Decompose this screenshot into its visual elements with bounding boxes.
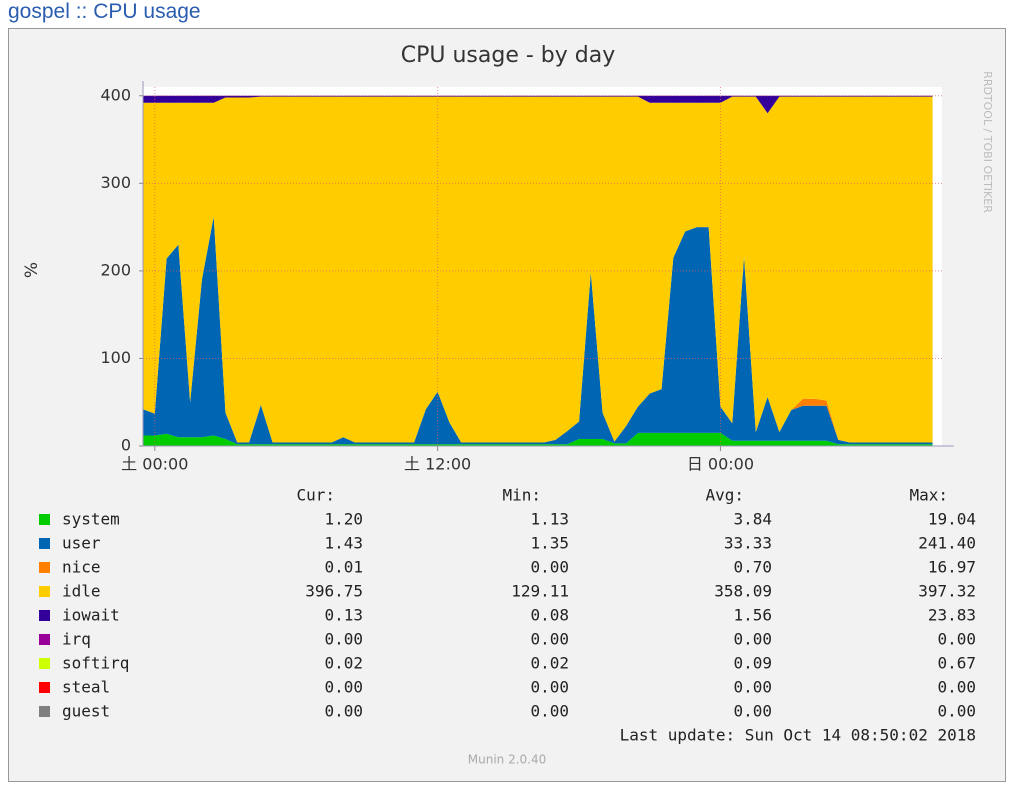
legend-swatch xyxy=(39,514,50,525)
stat-value: 0.00 xyxy=(530,630,569,649)
footer: Munin 2.0.40 xyxy=(468,753,547,767)
legend-swatch xyxy=(39,658,50,669)
stat-value: 0.00 xyxy=(324,678,363,697)
stat-value: 0.02 xyxy=(530,654,569,673)
stat-value: 0.00 xyxy=(733,678,772,697)
legend-label: softirq xyxy=(62,654,129,673)
legend-swatch xyxy=(39,706,50,717)
legend-label: guest xyxy=(62,702,110,721)
stat-value: 1.56 xyxy=(733,606,772,625)
stat-value: 358.09 xyxy=(714,582,772,601)
legend-swatch xyxy=(39,562,50,573)
stat-value: 0.00 xyxy=(530,678,569,697)
stat-value: 0.00 xyxy=(324,702,363,721)
stat-value: 0.08 xyxy=(530,606,569,625)
stat-value: 0.00 xyxy=(733,702,772,721)
stat-value: 0.70 xyxy=(733,558,772,577)
stat-value: 33.33 xyxy=(724,534,772,553)
legend-swatch xyxy=(39,634,50,645)
legend-label: irq xyxy=(62,630,91,649)
stats-header: Cur: xyxy=(296,486,335,505)
stat-value: 3.84 xyxy=(733,510,772,529)
stat-value: 241.40 xyxy=(918,534,976,553)
y-tick-label: 0 xyxy=(121,436,131,455)
stats-header: Max: xyxy=(909,486,948,505)
stat-value: 16.97 xyxy=(928,558,976,577)
legend-swatch xyxy=(39,682,50,693)
legend-label: system xyxy=(62,510,120,529)
stat-value: 397.32 xyxy=(918,582,976,601)
chart-title: CPU usage - by day xyxy=(401,43,615,68)
stat-value: 396.75 xyxy=(305,582,363,601)
stat-value: 0.13 xyxy=(324,606,363,625)
legend-swatch xyxy=(39,538,50,549)
legend-swatch xyxy=(39,586,50,597)
y-tick-label: 300 xyxy=(100,173,131,192)
stats-header: Avg: xyxy=(705,486,744,505)
area xyxy=(143,216,933,445)
area xyxy=(143,96,933,443)
stat-value: 0.01 xyxy=(324,558,363,577)
area xyxy=(143,432,933,446)
stat-value: 129.11 xyxy=(511,582,569,601)
stat-value: 23.83 xyxy=(928,606,976,625)
legend-label: iowait xyxy=(62,606,120,625)
page-title[interactable]: gospel :: CPU usage xyxy=(8,0,201,23)
stat-value: 1.13 xyxy=(530,510,569,529)
y-axis-label: % xyxy=(22,262,42,278)
stat-value: 0.00 xyxy=(937,678,976,697)
x-tick-label: 日 00:00 xyxy=(687,455,754,474)
x-tick-label: 土 12:00 xyxy=(404,455,471,474)
stat-value: 0.67 xyxy=(937,654,976,673)
legend-label: nice xyxy=(62,558,101,577)
stat-value: 1.35 xyxy=(530,534,569,553)
stat-value: 0.02 xyxy=(324,654,363,673)
last-update: Last update: Sun Oct 14 08:50:02 2018 xyxy=(620,726,976,745)
legend-swatch xyxy=(39,610,50,621)
area xyxy=(143,95,933,114)
y-tick-label: 100 xyxy=(100,348,131,367)
stat-value: 0.00 xyxy=(937,630,976,649)
legend-label: idle xyxy=(62,582,101,601)
stat-value: 0.00 xyxy=(733,630,772,649)
y-tick-label: 200 xyxy=(100,260,131,279)
stat-value: 0.09 xyxy=(733,654,772,673)
stat-value: 0.00 xyxy=(937,702,976,721)
stat-value: 0.00 xyxy=(530,558,569,577)
stat-value: 1.20 xyxy=(324,510,363,529)
stat-value: 0.00 xyxy=(324,630,363,649)
y-tick-label: 400 xyxy=(100,85,131,104)
stat-value: 19.04 xyxy=(928,510,976,529)
watermark: RRDTOOL / TOBI OETIKER xyxy=(981,71,994,213)
x-tick-label: 土 00:00 xyxy=(121,455,188,474)
stat-value: 1.43 xyxy=(324,534,363,553)
legend-label: user xyxy=(62,534,101,553)
stat-value: 0.00 xyxy=(530,702,569,721)
stats-header: Min: xyxy=(502,486,541,505)
legend-label: steal xyxy=(62,678,110,697)
